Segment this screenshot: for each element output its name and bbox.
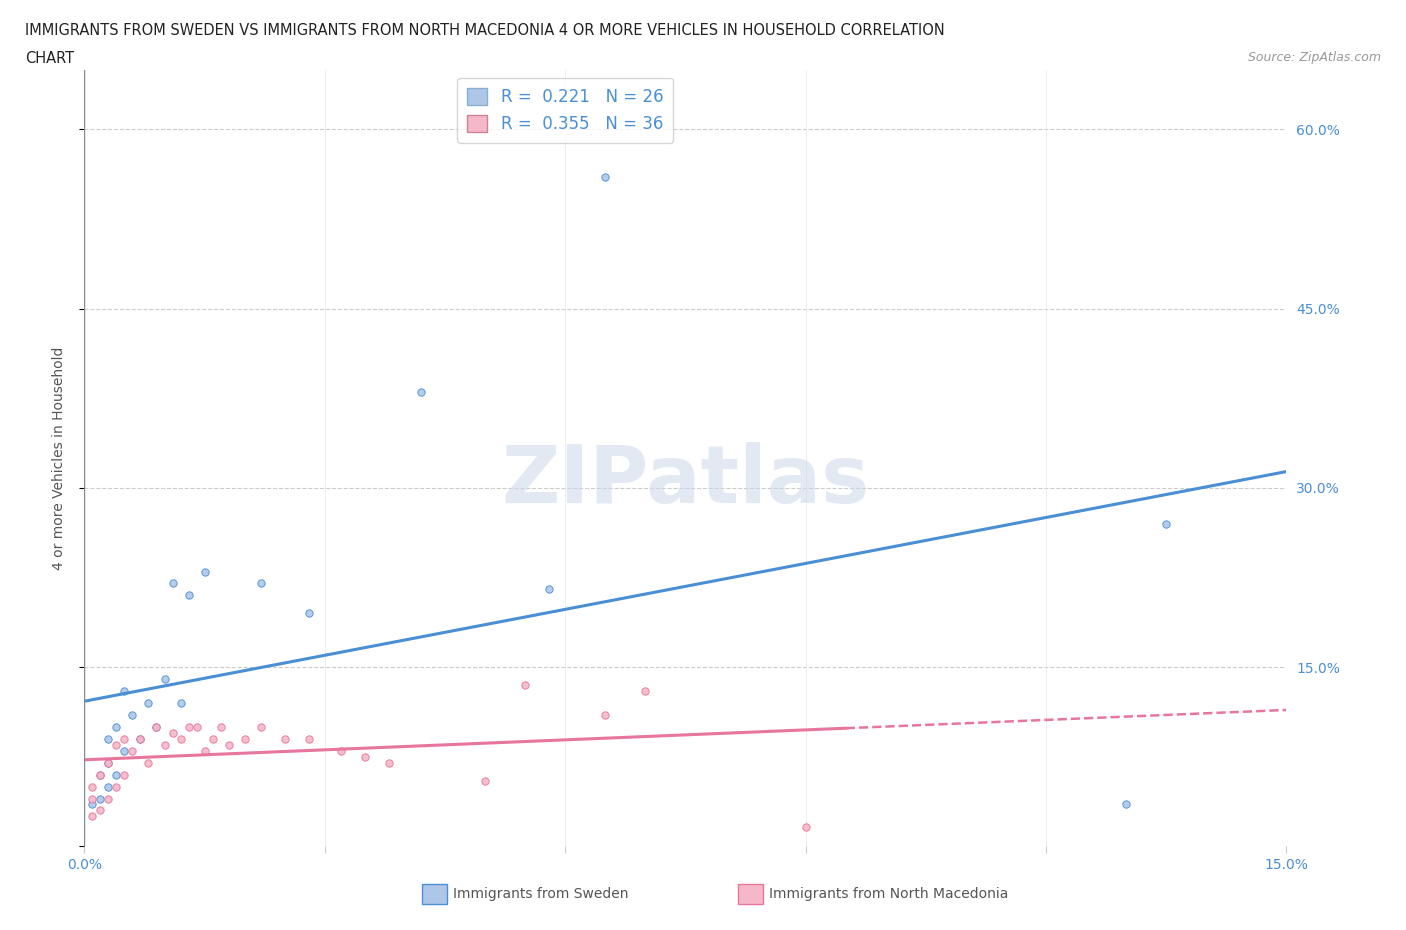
Point <box>1156 516 1178 531</box>
Point <box>409 385 432 400</box>
Point <box>249 720 271 735</box>
Point <box>114 684 135 698</box>
Text: Source: ZipAtlas.com: Source: ZipAtlas.com <box>1247 51 1381 64</box>
Point <box>105 779 128 794</box>
Point <box>82 809 104 824</box>
Point <box>114 767 135 782</box>
Point <box>114 731 135 746</box>
Point <box>194 743 217 758</box>
Point <box>218 737 240 752</box>
Point <box>794 819 817 834</box>
Point <box>121 708 143 723</box>
Point <box>194 565 217 579</box>
Point <box>82 779 104 794</box>
Point <box>209 720 232 735</box>
Point <box>138 696 160 711</box>
Point <box>329 743 352 758</box>
Point <box>538 582 561 597</box>
Point <box>82 791 104 806</box>
Point <box>153 671 176 686</box>
Point <box>169 696 191 711</box>
Point <box>177 720 200 735</box>
Point <box>634 684 657 698</box>
Point <box>129 731 152 746</box>
Text: ZIPatlas: ZIPatlas <box>502 443 869 520</box>
Point <box>129 731 152 746</box>
Point <box>233 731 256 746</box>
Point <box>354 750 377 764</box>
Point <box>201 731 224 746</box>
Point <box>97 755 120 770</box>
Point <box>186 720 208 735</box>
Legend: R =  0.221   N = 26, R =  0.355   N = 36: R = 0.221 N = 26, R = 0.355 N = 36 <box>457 78 673 142</box>
Point <box>298 731 321 746</box>
Point <box>89 803 111 817</box>
Point <box>595 708 617 723</box>
Point <box>145 720 167 735</box>
Point <box>249 576 271 591</box>
Point <box>153 737 176 752</box>
Text: Immigrants from Sweden: Immigrants from Sweden <box>453 886 628 901</box>
Point <box>169 731 191 746</box>
Point <box>97 731 120 746</box>
Point <box>97 779 120 794</box>
Point <box>162 725 184 740</box>
Point <box>114 743 135 758</box>
Point <box>89 791 111 806</box>
Text: IMMIGRANTS FROM SWEDEN VS IMMIGRANTS FROM NORTH MACEDONIA 4 OR MORE VEHICLES IN : IMMIGRANTS FROM SWEDEN VS IMMIGRANTS FRO… <box>25 23 945 38</box>
Text: CHART: CHART <box>25 51 75 66</box>
Y-axis label: 4 or more Vehicles in Household: 4 or more Vehicles in Household <box>52 346 66 570</box>
Point <box>105 767 128 782</box>
Point <box>121 743 143 758</box>
Point <box>1115 797 1137 812</box>
Point <box>105 737 128 752</box>
Point <box>162 576 184 591</box>
Point <box>177 588 200 603</box>
Point <box>89 767 111 782</box>
Point <box>105 720 128 735</box>
Point <box>82 797 104 812</box>
Point <box>378 755 401 770</box>
Point <box>274 731 297 746</box>
Point <box>515 678 537 693</box>
Point <box>595 170 617 185</box>
Point <box>97 791 120 806</box>
Point <box>474 773 496 788</box>
Point <box>89 767 111 782</box>
Text: Immigrants from North Macedonia: Immigrants from North Macedonia <box>769 886 1008 901</box>
Point <box>138 755 160 770</box>
Point <box>97 755 120 770</box>
Point <box>298 606 321 621</box>
Point <box>145 720 167 735</box>
